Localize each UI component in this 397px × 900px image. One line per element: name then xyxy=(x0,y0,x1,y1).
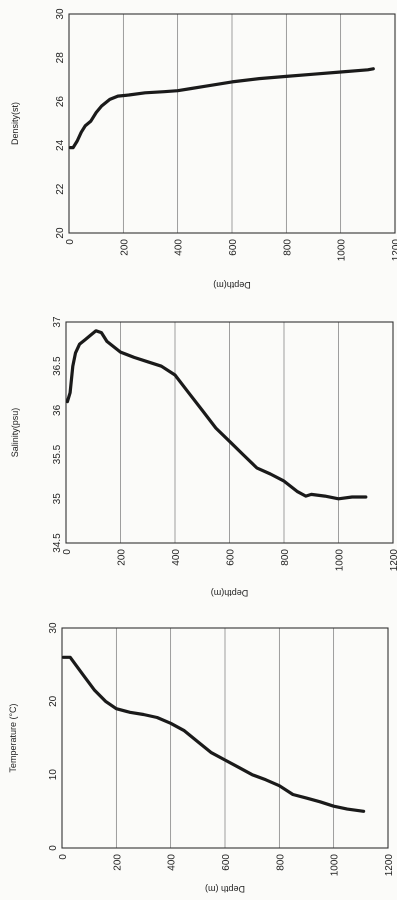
density-value-tick-label: 28 xyxy=(55,52,66,64)
salinity-depth-tick-label: 0 xyxy=(62,549,73,555)
temperature-profile-line xyxy=(61,655,366,813)
temperature-depth-tick-label: 1200 xyxy=(384,854,395,877)
density-depth-tick-label: 1200 xyxy=(391,239,397,262)
temperature-depth-tick-label: 0 xyxy=(58,854,69,860)
density-value-tick-label: 26 xyxy=(55,96,66,108)
salinity-depth-tick-label: 1200 xyxy=(389,549,397,572)
density-profile-line xyxy=(68,67,375,150)
salinity-value-tick-label: 35 xyxy=(52,493,63,505)
salinity-depth-tick-label: 800 xyxy=(280,549,291,566)
salinity-depth-tick-label: 400 xyxy=(171,549,182,566)
salinity-value-tick-label: 36 xyxy=(52,404,63,416)
salinity-value-tick-label: 36.5 xyxy=(52,356,63,376)
density-value-tick-label: 30 xyxy=(55,8,66,20)
salinity-value-tick-label: 37 xyxy=(52,316,63,328)
temperature-panel: Temperature (°C) Depth (m) 0 200 400 600 800… xyxy=(8,622,395,894)
salinity-value-tick-label: 34.5 xyxy=(52,533,63,553)
density-depth-tick-label: 400 xyxy=(174,239,185,256)
salinity-panel: Salinity(psu) Depth(m) 0 200 400 600 800 1000… xyxy=(10,316,397,598)
density-depth-tick-label: 800 xyxy=(282,239,293,256)
salinity-profile-line xyxy=(65,329,368,501)
salinity-value-tick-label: 35.5 xyxy=(52,444,63,464)
temperature-depth-tick-label: 400 xyxy=(167,854,178,871)
temperature-depth-tick-label: 600 xyxy=(221,854,232,871)
temperature-value-tick-label: 10 xyxy=(48,769,59,781)
density-depth-tick-label: 600 xyxy=(228,239,239,256)
temperature-value-tick-label: 30 xyxy=(48,622,59,634)
density-depth-tick-label: 0 xyxy=(65,239,76,245)
density-panel: Density(st) Depth(m) 0 200 400 600 800 1000 12… xyxy=(10,8,397,290)
temperature-depth-tick-label: 200 xyxy=(112,854,123,871)
density-value-tick-label: 24 xyxy=(55,139,66,151)
temperature-axis-label: Temperature (°C) xyxy=(8,703,18,772)
density-depth-axis-label: Depth(m) xyxy=(213,280,251,290)
salinity-depth-axis-label: Depth(m) xyxy=(211,588,249,598)
salinity-depth-tick-label: 200 xyxy=(117,549,128,566)
density-depth-tick-label: 1000 xyxy=(337,239,348,262)
temperature-depth-tick-label: 1000 xyxy=(330,854,341,877)
salinity-axis-label: Salinity(psu) xyxy=(10,408,20,458)
density-value-tick-label: 20 xyxy=(55,227,66,239)
temperature-depth-axis-label: Depth (m) xyxy=(205,884,245,894)
density-value-tick-label: 22 xyxy=(55,183,66,195)
temperature-value-tick-label: 20 xyxy=(48,695,59,707)
salinity-depth-tick-label: 600 xyxy=(226,549,237,566)
temperature-value-tick-label: 0 xyxy=(48,845,59,851)
temperature-plot-frame xyxy=(61,627,389,849)
density-axis-label: Density(st) xyxy=(10,102,20,145)
salinity-depth-tick-label: 1000 xyxy=(335,549,346,572)
density-depth-tick-label: 200 xyxy=(119,239,130,256)
salinity-plot-frame xyxy=(65,321,394,544)
temperature-depth-tick-label: 800 xyxy=(275,854,286,871)
density-plot-frame xyxy=(68,13,396,234)
